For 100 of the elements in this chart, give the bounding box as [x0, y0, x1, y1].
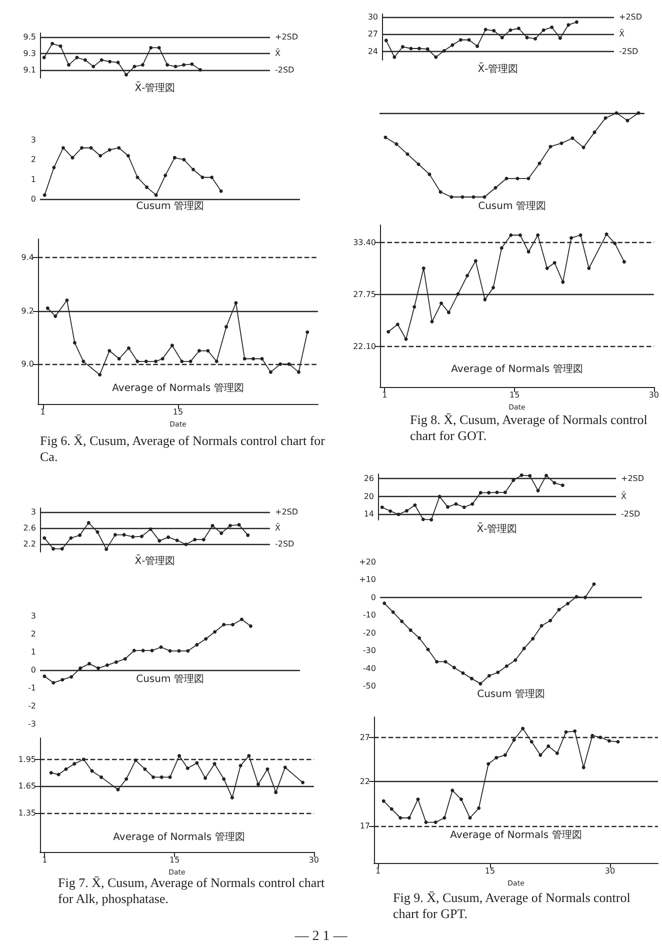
text: X̄-管理図 — [134, 83, 176, 96]
text: X̄-管理図 — [476, 64, 520, 76]
point — [104, 547, 108, 551]
point — [430, 518, 434, 522]
point — [65, 298, 69, 302]
x-tick-label: 15 — [510, 390, 520, 400]
point — [92, 64, 96, 68]
point — [573, 729, 577, 733]
point — [592, 130, 596, 134]
point — [108, 60, 112, 64]
point — [268, 370, 272, 374]
y-tick-label: 27 — [368, 30, 378, 39]
ref-line-label: -2SD — [275, 65, 294, 74]
point — [82, 360, 86, 364]
point — [52, 681, 56, 685]
y-tick-label: -2 — [28, 702, 36, 710]
point — [231, 622, 235, 626]
point — [70, 675, 74, 679]
point — [60, 678, 64, 682]
point — [450, 788, 454, 792]
point — [592, 582, 596, 586]
point — [222, 622, 226, 626]
y-tick-label: 9.3 — [23, 48, 36, 58]
point — [435, 660, 439, 664]
point — [404, 337, 408, 341]
y-tick-label: 1 — [30, 174, 36, 184]
ref-line-label: +2SD — [275, 32, 298, 42]
point — [116, 788, 120, 792]
point — [522, 646, 526, 650]
point — [160, 775, 164, 779]
point — [530, 740, 534, 744]
point — [206, 349, 210, 353]
x-tick-label: 15 — [170, 856, 180, 864]
point — [266, 767, 270, 771]
point — [96, 666, 100, 670]
caption: Fig 6. X̄, Cusum, Average of Normals control chart for Ca. — [40, 433, 326, 466]
point — [552, 481, 556, 485]
point — [508, 28, 512, 32]
point — [470, 502, 474, 506]
point — [124, 777, 128, 781]
point — [219, 189, 223, 193]
y-tick-label: 0 — [30, 194, 36, 204]
point — [177, 649, 181, 653]
point — [404, 509, 408, 513]
caption: Fig 7. X̄, Cusum, Average of Normals control chart for Alk, phosphatase. — [58, 875, 326, 908]
y-tick-label: 0 — [370, 592, 376, 602]
point — [467, 38, 471, 42]
y-tick-label: 0 — [30, 666, 36, 674]
y-tick-label: 3 — [30, 136, 36, 144]
point — [78, 666, 82, 670]
y-tick-label: -1 — [28, 684, 36, 692]
point — [466, 274, 470, 278]
point — [149, 46, 153, 50]
point — [145, 185, 149, 189]
point — [382, 602, 386, 606]
point — [248, 624, 252, 628]
point — [252, 357, 256, 361]
point — [552, 260, 556, 264]
point — [566, 602, 570, 606]
point — [521, 726, 525, 730]
point — [197, 349, 201, 353]
point — [80, 146, 84, 150]
point — [86, 521, 90, 525]
point — [234, 301, 238, 305]
point — [557, 608, 561, 612]
point — [67, 63, 70, 67]
point — [386, 330, 390, 334]
point — [526, 250, 530, 254]
annotation: Cusum 管理図 — [135, 674, 205, 686]
point — [140, 63, 144, 67]
point — [222, 777, 226, 781]
point — [256, 782, 260, 786]
point — [474, 259, 478, 263]
y-tick-label: 24 — [368, 46, 378, 56]
y-tick-label: -50 — [362, 682, 376, 690]
point — [108, 349, 112, 353]
point — [122, 533, 126, 537]
point — [164, 174, 168, 178]
point — [478, 490, 482, 494]
point — [154, 360, 158, 364]
point — [210, 524, 214, 528]
point — [424, 820, 428, 824]
point — [412, 305, 416, 309]
point — [582, 766, 586, 770]
point — [500, 36, 504, 40]
point — [622, 260, 626, 264]
point — [421, 518, 425, 522]
y-tick-label: -3 — [28, 720, 36, 728]
point — [536, 488, 540, 492]
point — [144, 360, 148, 364]
y-tick-label: 26 — [364, 474, 374, 483]
y-tick-label: 9.5 — [23, 32, 36, 42]
ref-line-label: +2SD — [275, 508, 298, 516]
point — [175, 538, 179, 542]
point — [542, 28, 546, 32]
point — [182, 158, 186, 162]
point — [503, 753, 507, 757]
point — [237, 523, 241, 527]
point — [210, 176, 214, 180]
y-tick-label: 1 — [30, 648, 36, 656]
